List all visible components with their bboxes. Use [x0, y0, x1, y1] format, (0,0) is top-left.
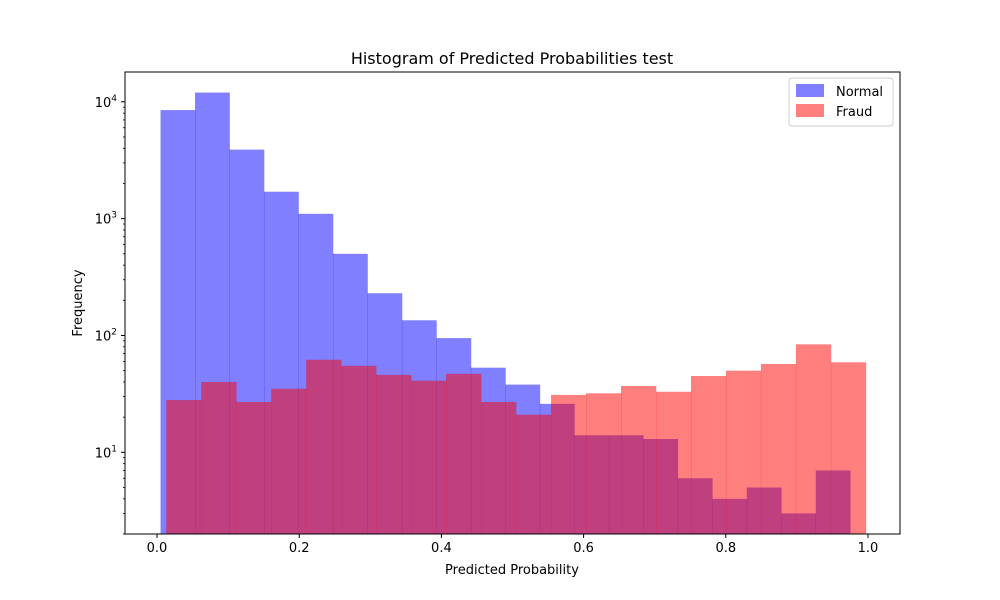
- fraud-bar: [446, 373, 482, 534]
- fraud-bar: [621, 385, 657, 534]
- legend: Normal Fraud: [788, 77, 894, 127]
- y-tick-label: 102: [95, 327, 117, 344]
- x-tick-label: 0.6: [573, 541, 594, 556]
- fraud-bar: [376, 374, 412, 534]
- x-tick-label: 0.0: [147, 541, 168, 556]
- y-tick-label: 101: [95, 444, 117, 461]
- legend-label-normal: Normal: [836, 85, 883, 100]
- bars-layer: [160, 92, 867, 535]
- fraud-bar: [516, 414, 552, 534]
- ticks-layer: 0.0 0.2 0.4 0.6 0.8 1.0 101 102 103 104: [95, 94, 879, 556]
- x-tick-label: 1.0: [858, 541, 879, 556]
- fraud-bar: [830, 362, 867, 534]
- fraud-bar: [341, 365, 377, 534]
- plot-frame: [124, 71, 901, 535]
- x-tick-label: 0.4: [431, 541, 452, 556]
- legend-label-fraud: Fraud: [836, 105, 872, 120]
- y-tick-label: 104: [95, 94, 118, 111]
- chart-title: Histogram of Predicted Probabilities tes…: [351, 49, 673, 68]
- fraud-bar: [201, 381, 237, 534]
- fraud-bar: [760, 364, 797, 534]
- fraud-bar: [271, 388, 307, 534]
- legend-swatch-fraud: [796, 104, 824, 117]
- fraud-bar: [481, 401, 517, 534]
- fraud-bar: [586, 393, 622, 534]
- y-tick-label: 103: [95, 211, 117, 228]
- x-tick-label: 0.2: [289, 541, 310, 556]
- fraud-bar: [551, 394, 587, 534]
- fraud-bar: [655, 391, 692, 534]
- x-axis-label: Predicted Probability: [445, 563, 579, 578]
- x-tick-label: 0.8: [715, 541, 736, 556]
- fraud-bar: [411, 380, 447, 534]
- fraud-bar: [725, 370, 762, 534]
- fraud-bar: [306, 359, 342, 534]
- legend-swatch-normal: [796, 84, 824, 97]
- y-axis-label: Frequency: [71, 269, 86, 336]
- fraud-bar: [236, 401, 272, 534]
- fraud-bar: [690, 376, 727, 534]
- fraud-bar: [166, 400, 202, 534]
- fraud-bar: [795, 344, 832, 534]
